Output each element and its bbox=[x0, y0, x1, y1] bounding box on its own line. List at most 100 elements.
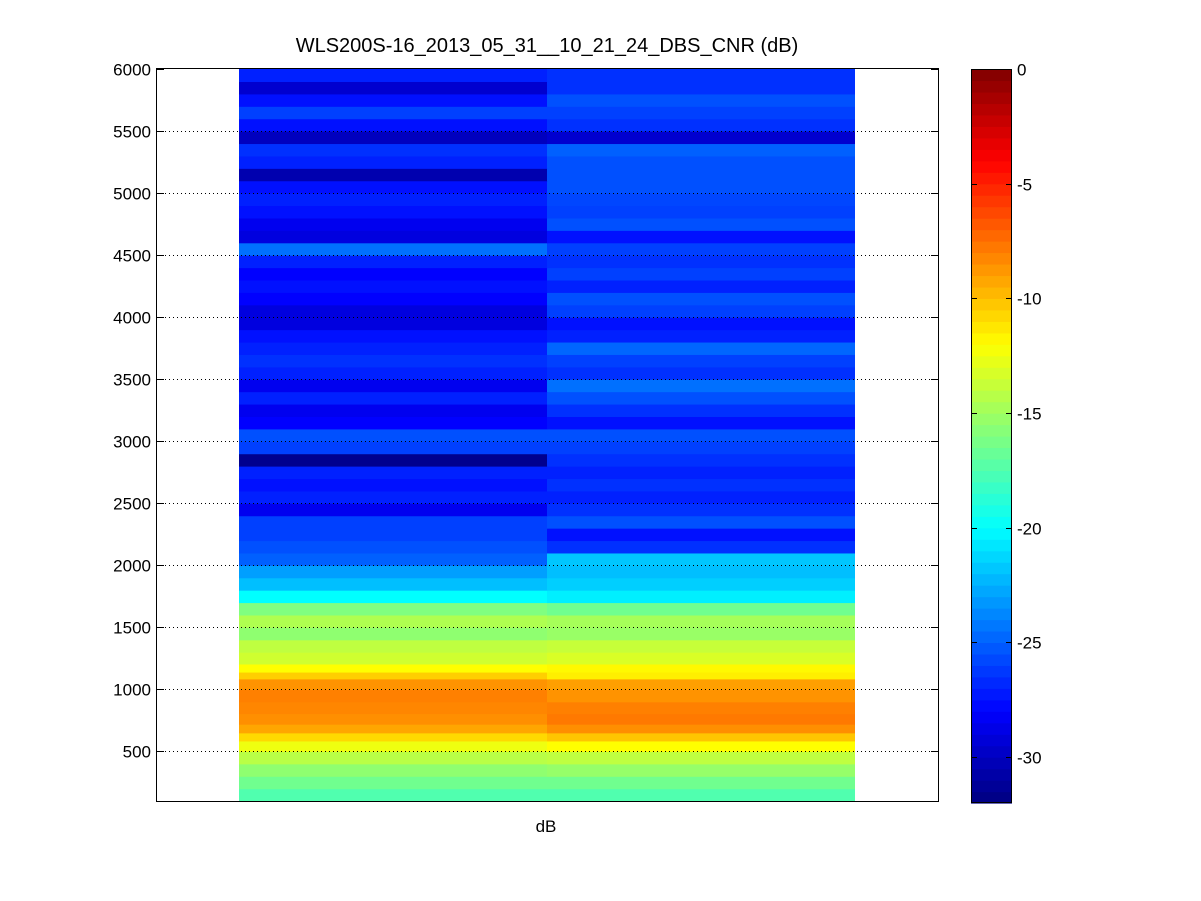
colorbar-swatch bbox=[971, 665, 1012, 678]
colorbar-swatch bbox=[971, 470, 1012, 483]
heatmap-cell bbox=[547, 751, 855, 765]
y-tick-label: 2500 bbox=[113, 495, 151, 514]
y-tick-label: 4000 bbox=[113, 309, 151, 328]
heatmap-cell bbox=[547, 428, 855, 442]
heatmap-cell bbox=[547, 788, 855, 802]
colorbar-swatch bbox=[971, 206, 1012, 219]
colorbar-swatch bbox=[971, 585, 1012, 598]
heatmap-cell bbox=[239, 788, 548, 802]
heatmap-cell bbox=[239, 602, 548, 616]
colorbar-swatch bbox=[971, 344, 1012, 357]
heatmap-cell bbox=[547, 118, 855, 132]
colorbar-swatch bbox=[971, 413, 1012, 426]
heatmap-cell bbox=[547, 732, 855, 742]
heatmap-cell bbox=[239, 69, 548, 83]
heatmap-cell bbox=[239, 590, 548, 604]
y-tick-label: 6000 bbox=[113, 61, 151, 80]
heatmap-cell bbox=[547, 627, 855, 641]
heatmap-cell bbox=[547, 193, 855, 207]
colorbar-swatch bbox=[971, 137, 1012, 150]
heatmap-cell bbox=[239, 639, 548, 653]
heatmap-cell bbox=[547, 168, 855, 182]
colorbar-swatch bbox=[971, 676, 1012, 689]
colorbar-swatch bbox=[971, 527, 1012, 540]
heatmap-cell bbox=[239, 317, 548, 331]
colorbar-swatch bbox=[971, 722, 1012, 735]
heatmap-cell bbox=[239, 354, 548, 368]
heatmap-cell bbox=[547, 478, 855, 492]
heatmap-cell bbox=[239, 732, 548, 742]
colorbar-swatch bbox=[971, 367, 1012, 380]
heatmap-cell bbox=[239, 366, 548, 380]
colorbar-swatch bbox=[971, 596, 1012, 609]
plot-frame bbox=[156, 68, 939, 802]
heatmap-cell bbox=[239, 292, 548, 306]
heatmap-cell bbox=[547, 69, 855, 83]
colorbar-swatch bbox=[971, 504, 1012, 517]
colorbar-swatch bbox=[971, 653, 1012, 666]
heatmap-cell bbox=[239, 131, 548, 145]
heatmap-cell bbox=[239, 180, 548, 194]
heatmap-cell bbox=[239, 106, 548, 120]
heatmap-cell bbox=[547, 255, 855, 269]
colorbar-swatch bbox=[971, 516, 1012, 529]
heatmap-cell bbox=[547, 354, 855, 368]
heatmap-cell bbox=[239, 627, 548, 641]
colorbar-swatch bbox=[971, 229, 1012, 242]
colorbar-swatch bbox=[971, 734, 1012, 747]
colorbar-swatch bbox=[971, 757, 1012, 770]
heatmap-cell bbox=[239, 168, 548, 182]
heatmap-cell bbox=[239, 552, 548, 566]
colorbar-swatch bbox=[971, 195, 1012, 208]
heatmap-cell bbox=[239, 453, 548, 467]
heatmap-cell bbox=[547, 366, 855, 380]
colorbar-swatch bbox=[971, 550, 1012, 563]
y-tick-label: 5500 bbox=[113, 123, 151, 142]
heatmap-cell bbox=[239, 776, 548, 790]
heatmap-cell bbox=[547, 143, 855, 157]
colorbar-swatch bbox=[971, 160, 1012, 173]
y-tick-label: 3000 bbox=[113, 433, 151, 452]
colorbar-tick-label: -20 bbox=[1017, 520, 1042, 539]
y-axis: 500 1000 1500 2000 2500 3000 3500 4000 4500 5000 5… bbox=[113, 61, 938, 762]
heatmap-cell bbox=[239, 118, 548, 132]
y-tick-label: 1500 bbox=[113, 619, 151, 638]
heatmap-cell bbox=[239, 379, 548, 393]
heatmap-cell bbox=[239, 490, 548, 504]
heatmap-cell bbox=[239, 701, 548, 715]
y-tick-label: 3500 bbox=[113, 371, 151, 390]
colorbar-swatch bbox=[971, 688, 1012, 701]
heatmap-cell bbox=[547, 689, 855, 703]
heatmap-cell bbox=[239, 503, 548, 517]
heatmap-cell bbox=[239, 279, 548, 293]
heatmap-cell bbox=[547, 329, 855, 343]
chart-title: WLS200S-16_2013_05_31__10_21_24_DBS_CNR … bbox=[296, 35, 799, 57]
heatmap-cell bbox=[239, 689, 548, 703]
heatmap-cell bbox=[547, 317, 855, 331]
heatmap-cells bbox=[239, 69, 855, 802]
colorbar-swatch bbox=[971, 436, 1012, 449]
heatmap-cell bbox=[239, 329, 548, 343]
heatmap-cell bbox=[547, 490, 855, 504]
heatmap-cell bbox=[239, 242, 548, 256]
heatmap-cell bbox=[547, 466, 855, 480]
heatmap-cell bbox=[547, 403, 855, 417]
colorbar-swatch bbox=[971, 332, 1012, 345]
heatmap-cell bbox=[239, 81, 548, 95]
colorbar-swatch bbox=[971, 642, 1012, 655]
colorbar-swatch bbox=[971, 493, 1012, 506]
heatmap-cell bbox=[239, 230, 548, 244]
colorbar-swatch bbox=[971, 80, 1012, 93]
heatmap-cell bbox=[547, 503, 855, 517]
colorbar-swatch bbox=[971, 630, 1012, 644]
heatmap-cell bbox=[547, 713, 855, 725]
colorbar-swatch bbox=[971, 69, 1012, 82]
heatmap-cell bbox=[239, 93, 548, 107]
heatmap-cell bbox=[239, 515, 548, 529]
colorbar-swatch bbox=[971, 126, 1012, 139]
heatmap-cell bbox=[547, 663, 855, 673]
heatmap-cell bbox=[547, 155, 855, 169]
colorbar-frame bbox=[971, 69, 1012, 803]
colorbar-swatch bbox=[971, 608, 1012, 621]
heatmap-cell bbox=[547, 379, 855, 393]
